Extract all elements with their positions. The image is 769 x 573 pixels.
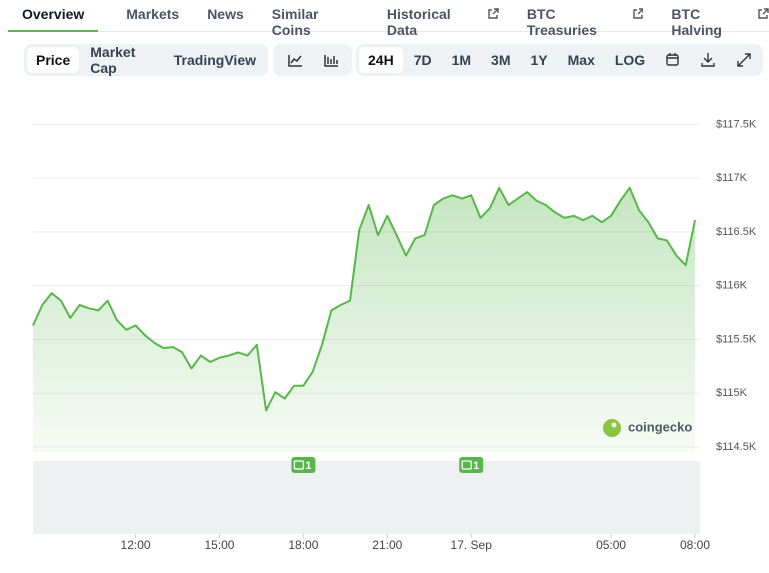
metric-button[interactable]: TradingView (165, 47, 265, 73)
y-tick-label: $116K (716, 280, 748, 292)
range-button-label: 1M (451, 52, 472, 68)
y-tick-label: $116.5K (716, 226, 757, 238)
volume-bars (33, 461, 700, 534)
price-line (32, 186, 696, 412)
range-button-label: Max (567, 52, 595, 68)
event-icon (461, 460, 472, 470)
range-button[interactable]: LOG (606, 47, 654, 73)
tab[interactable]: Overview (8, 0, 99, 32)
tab-label: BTC Treasuries (526, 6, 597, 38)
range-button-label: 1Y (530, 52, 548, 68)
range-button[interactable]: 24H (359, 47, 403, 73)
tab-label: Historical Data (386, 6, 451, 38)
range-button[interactable]: 1M (443, 47, 480, 73)
x-tick-label: 08:00 (680, 538, 710, 552)
fullscreen-icon[interactable] (727, 47, 760, 73)
range-button-label: LOG (614, 52, 646, 68)
tab-label: Overview (22, 6, 85, 22)
tab[interactable]: Historical Data (387, 0, 499, 38)
tab-label: News (207, 6, 244, 22)
metric-button[interactable]: Price (27, 47, 80, 73)
tab[interactable]: News (207, 0, 244, 30)
candle-chart-icon[interactable] (318, 47, 344, 73)
calendar-icon[interactable] (656, 47, 689, 73)
event-count: 1 (305, 460, 311, 472)
external-icon (488, 8, 499, 19)
chart-type-group (273, 44, 352, 76)
tab[interactable]: BTC Treasuries (527, 0, 644, 38)
tab-label: Similar Coins (271, 6, 319, 38)
x-tick-label: 12:00 (121, 538, 151, 552)
range-button-label: 7D (413, 52, 432, 68)
x-tick-label: 21:00 (372, 538, 402, 552)
tab[interactable]: BTC Halving (671, 0, 769, 38)
y-tick-label: $117K (716, 172, 748, 184)
y-tick-label: $117.5K (716, 118, 757, 130)
x-tick-label: 15:00 (204, 538, 234, 552)
range-button-label: 3M (491, 52, 511, 68)
event-icon (293, 460, 305, 470)
range-button[interactable]: 3M (482, 47, 519, 73)
tab[interactable]: Markets (126, 0, 179, 30)
y-tick-label: $115.5K (716, 333, 757, 345)
range-button[interactable]: Max (559, 47, 604, 73)
x-tick-label: 18:00 (288, 538, 318, 552)
metric-button[interactable]: Market Cap (81, 44, 163, 76)
range-group: 24H 7D 1M 3M 1Y Max LOG (356, 44, 763, 76)
line-chart-icon[interactable] (282, 47, 308, 73)
y-tick-label: $115K (716, 387, 748, 399)
tab-label: Markets (126, 6, 180, 22)
event-count: 1 (473, 460, 479, 472)
range-button[interactable]: 7D (405, 47, 441, 73)
external-icon (758, 8, 769, 19)
metric-button-label: TradingView (173, 52, 256, 68)
range-button[interactable]: 1Y (522, 47, 557, 73)
x-tick-label: 17. Sep (451, 538, 493, 552)
x-tick-label: 05:00 (596, 538, 626, 552)
external-icon (633, 8, 644, 19)
price-area (33, 187, 695, 453)
metric-group: Price Market Cap TradingView (24, 44, 268, 76)
y-tick-label: $114.5K (716, 441, 757, 453)
metric-button-label: Market Cap (90, 44, 136, 76)
tab-bar: Overview Markets News Similar Coins Historic… (8, 0, 769, 38)
download-icon[interactable] (691, 47, 724, 73)
tab[interactable]: Similar Coins (272, 0, 359, 38)
tab-label: BTC Halving (671, 6, 722, 38)
range-button-label: 24H (368, 52, 394, 68)
metric-button-label: Price (36, 52, 71, 68)
